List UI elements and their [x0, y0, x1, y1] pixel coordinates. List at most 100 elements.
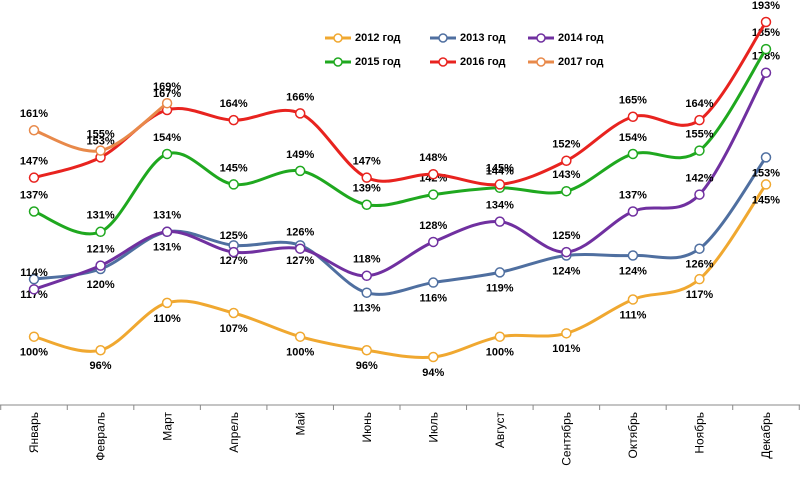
- data-label: 114%: [20, 267, 48, 279]
- x-tick-label: Июнь: [360, 412, 374, 443]
- x-tick-label: Апрель: [227, 412, 241, 453]
- point: [428, 189, 439, 200]
- point: [428, 169, 439, 180]
- point: [228, 307, 239, 319]
- legend-marker: [536, 33, 546, 43]
- x-tick-label: Май: [293, 412, 307, 436]
- point: [627, 294, 639, 305]
- data-label: 119%: [486, 282, 514, 294]
- point: [361, 287, 372, 298]
- point: [627, 111, 639, 122]
- data-label: 147%: [353, 156, 381, 168]
- point: [627, 148, 639, 160]
- data-label: 107%: [220, 323, 248, 335]
- data-label: 155%: [86, 128, 114, 140]
- point: [95, 145, 106, 156]
- point: [561, 185, 572, 197]
- point: [760, 179, 772, 190]
- data-label: 125%: [552, 230, 580, 242]
- legend-marker: [438, 57, 448, 67]
- data-label: 127%: [220, 255, 248, 267]
- data-label: 100%: [486, 347, 514, 359]
- point: [294, 331, 306, 342]
- data-label: 164%: [220, 98, 248, 110]
- data-label: 143%: [552, 169, 580, 181]
- data-label: 125%: [220, 230, 248, 242]
- point: [361, 344, 372, 356]
- point: [228, 114, 239, 126]
- x-tick-label: Июль: [426, 412, 440, 443]
- point: [28, 273, 40, 285]
- point: [28, 172, 40, 183]
- point: [561, 328, 572, 339]
- data-label: 131%: [153, 242, 181, 254]
- point: [428, 277, 439, 288]
- point: [494, 216, 506, 227]
- data-label: 139%: [353, 183, 381, 195]
- data-label: 142%: [685, 172, 713, 184]
- x-tick-label: Октябрь: [626, 412, 640, 459]
- data-label: 111%: [619, 309, 646, 321]
- data-label: 149%: [286, 149, 314, 161]
- x-tick-label: Ноябрь: [693, 412, 707, 454]
- point: [28, 125, 40, 136]
- data-label: 167%: [153, 88, 181, 100]
- data-label: 137%: [619, 189, 647, 201]
- legend-marker: [438, 33, 448, 43]
- data-label: 126%: [286, 227, 314, 239]
- point: [228, 246, 239, 258]
- data-label: 117%: [686, 289, 714, 301]
- data-label: 124%: [619, 265, 647, 277]
- data-label: 147%: [20, 156, 48, 168]
- data-label: 113%: [353, 303, 381, 315]
- data-label: 153%: [752, 167, 780, 179]
- x-tick-label: Август: [493, 412, 507, 449]
- data-label: 127%: [286, 255, 314, 267]
- legend-marker: [536, 57, 546, 67]
- point: [161, 226, 173, 238]
- data-label: 94%: [422, 367, 444, 379]
- point: [361, 172, 372, 183]
- point: [294, 243, 306, 254]
- point: [161, 148, 173, 160]
- point: [95, 260, 106, 271]
- data-label: 126%: [685, 259, 713, 271]
- data-label: 137%: [20, 189, 48, 201]
- point: [694, 243, 705, 254]
- point: [95, 344, 106, 356]
- data-label: 117%: [20, 289, 48, 301]
- point: [561, 155, 572, 166]
- legend-label: 2012 год: [355, 32, 401, 44]
- x-tick-label: Сентябрь: [560, 412, 574, 466]
- legend-marker: [333, 57, 343, 67]
- data-label: 154%: [619, 132, 647, 144]
- data-label: 145%: [220, 162, 248, 174]
- point: [294, 165, 306, 177]
- point: [428, 351, 439, 363]
- data-label: 131%: [86, 210, 114, 222]
- legend-label: 2014 год: [558, 32, 604, 44]
- data-label: 144%: [486, 166, 514, 178]
- point: [627, 206, 639, 217]
- point: [760, 67, 772, 79]
- point: [161, 297, 173, 309]
- data-label: 116%: [420, 292, 448, 304]
- data-label: 120%: [86, 279, 114, 291]
- point: [694, 189, 705, 200]
- data-label: 164%: [685, 98, 713, 110]
- data-label: 100%: [286, 347, 314, 359]
- point: [28, 206, 40, 217]
- point: [494, 179, 506, 190]
- data-label: 145%: [752, 194, 780, 206]
- data-label: 166%: [286, 91, 314, 103]
- legend-label: 2013 год: [460, 32, 506, 44]
- data-label: 148%: [419, 152, 447, 164]
- x-tick-label: Март: [160, 412, 174, 441]
- data-label: 96%: [356, 360, 378, 372]
- data-label: 110%: [153, 313, 181, 325]
- data-label: 169%: [153, 81, 181, 93]
- data-label: 153%: [86, 135, 114, 147]
- data-label: 101%: [552, 343, 580, 355]
- point: [494, 331, 506, 342]
